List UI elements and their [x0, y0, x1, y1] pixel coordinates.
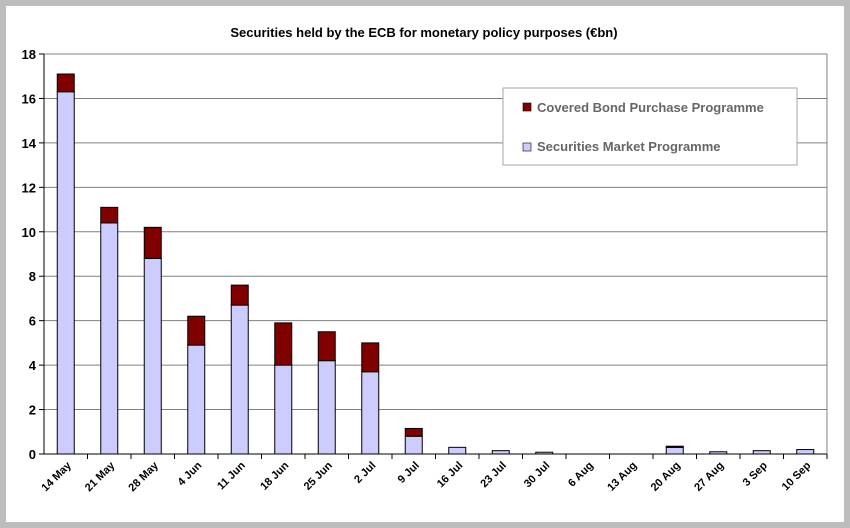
bar-securities-market	[56, 91, 75, 455]
bar-covered-bond	[274, 322, 293, 366]
x-tick-label: 14 May	[39, 459, 74, 494]
bar-securities-market	[143, 257, 162, 455]
x-tick-label: 13 Aug	[605, 460, 639, 494]
y-tick-label: 18	[22, 47, 36, 62]
legend: Covered Bond Purchase Programme Securiti…	[502, 87, 798, 166]
bar-securities-market	[404, 435, 423, 455]
bar-securities-market	[100, 222, 119, 455]
y-tick-label: 8	[29, 269, 36, 284]
bar-securities-market	[274, 364, 293, 455]
y-tick-label: 12	[22, 180, 36, 195]
bar-securities-market	[317, 360, 336, 455]
bar-covered-bond	[56, 73, 75, 93]
x-tick-label: 16 Jul	[435, 460, 466, 491]
legend-swatch-covered-bond	[522, 102, 532, 112]
bar-covered-bond	[143, 226, 162, 259]
legend-box	[502, 87, 798, 166]
legend-swatch-securities-market	[522, 142, 532, 152]
x-tick-label: 21 May	[83, 459, 118, 494]
x-tick-label: 25 Jun	[302, 459, 335, 492]
x-tick-label: 4 Jun	[176, 459, 205, 488]
bar-securities-market	[796, 449, 815, 455]
bar-securities-market	[448, 446, 467, 455]
bar-covered-bond	[230, 284, 249, 306]
y-tick-label: 2	[29, 403, 36, 418]
x-tick-label: 30 Jul	[522, 460, 553, 491]
x-tick-label: 2 Jul	[352, 460, 378, 486]
bar-securities-market	[361, 371, 380, 455]
y-tick-label: 6	[29, 314, 36, 329]
bar-covered-bond	[100, 206, 119, 224]
y-tick-label: 4	[29, 358, 37, 373]
x-tick-label: 6 Aug	[566, 460, 596, 490]
x-tick-label: 23 Jul	[478, 460, 509, 491]
x-tick-label: 9 Jul	[396, 460, 422, 486]
legend-label-covered-bond: Covered Bond Purchase Programme	[537, 100, 764, 115]
bar-covered-bond	[404, 427, 423, 437]
y-tick-label: 10	[22, 225, 36, 240]
x-tick-label: 18 Jun	[258, 459, 291, 492]
legend-label-securities-market: Securities Market Programme	[537, 139, 721, 154]
x-tick-label: 11 Jun	[215, 459, 248, 492]
bar-covered-bond	[187, 315, 206, 346]
bar-securities-market	[665, 446, 684, 455]
bar-covered-bond	[317, 331, 336, 362]
bar-covered-bond	[665, 445, 684, 448]
y-tick-label: 16	[22, 91, 36, 106]
x-tick-label: 28 May	[126, 459, 161, 494]
bar-securities-market	[230, 304, 249, 455]
x-tick-label: 10 Sep	[780, 459, 814, 493]
y-tick-label: 0	[29, 447, 36, 462]
y-tick-label: 14	[22, 136, 37, 151]
bar-covered-bond	[361, 342, 380, 373]
bars	[56, 73, 815, 455]
chart-title: Securities held by the ECB for monetary …	[230, 25, 617, 40]
bar-securities-market	[187, 344, 206, 455]
x-tick-label: 20 Aug	[649, 460, 683, 494]
x-tick-label: 27 Aug	[692, 460, 726, 494]
x-tick-label: 3 Sep	[741, 459, 770, 488]
